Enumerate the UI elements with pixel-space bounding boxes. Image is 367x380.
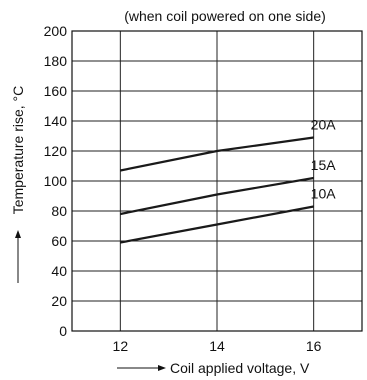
series-label-20A: 20A bbox=[311, 117, 337, 133]
y-tick-label-60: 60 bbox=[51, 233, 67, 249]
series-line-10A bbox=[120, 205, 314, 244]
x-tick-label-12: 12 bbox=[113, 338, 129, 354]
series-line-15A bbox=[120, 176, 314, 216]
x-axis-title-group: Coil applied voltage, V bbox=[117, 360, 310, 376]
x-axis-arrow-head bbox=[158, 365, 166, 371]
y-axis-title: Temperature rise, °C bbox=[10, 86, 26, 215]
chart-title: (when coil powered on one side) bbox=[124, 8, 326, 24]
plot-frame bbox=[71, 30, 363, 332]
y-tick-label-160: 160 bbox=[44, 83, 68, 99]
y-tick-label-120: 120 bbox=[44, 143, 68, 159]
series-label-15A: 15A bbox=[311, 157, 337, 173]
series-line-20A bbox=[120, 136, 314, 172]
y-tick-label-0: 0 bbox=[59, 323, 67, 339]
y-tick-label-200: 200 bbox=[44, 23, 68, 39]
tick-labels: 0 20 40 60 80 100 120 140 160 180 200 12 14 16 bbox=[44, 23, 322, 354]
y-tick-label-20: 20 bbox=[51, 293, 67, 309]
x-tick-label-14: 14 bbox=[209, 338, 225, 354]
series-lines: 20A 15A 10A bbox=[120, 117, 337, 244]
x-tick-label-16: 16 bbox=[306, 338, 322, 354]
series-label-10A: 10A bbox=[311, 186, 337, 202]
y-tick-label-140: 140 bbox=[44, 113, 68, 129]
y-tick-label-180: 180 bbox=[44, 53, 68, 69]
grid-lines bbox=[72, 30, 362, 332]
y-axis-title-group: Temperature rise, °C bbox=[10, 86, 26, 283]
x-axis-title: Coil applied voltage, V bbox=[170, 360, 310, 376]
y-tick-label-80: 80 bbox=[51, 203, 67, 219]
y-axis-arrow-head bbox=[15, 230, 21, 238]
y-tick-label-40: 40 bbox=[51, 263, 67, 279]
y-tick-label-100: 100 bbox=[44, 173, 68, 189]
